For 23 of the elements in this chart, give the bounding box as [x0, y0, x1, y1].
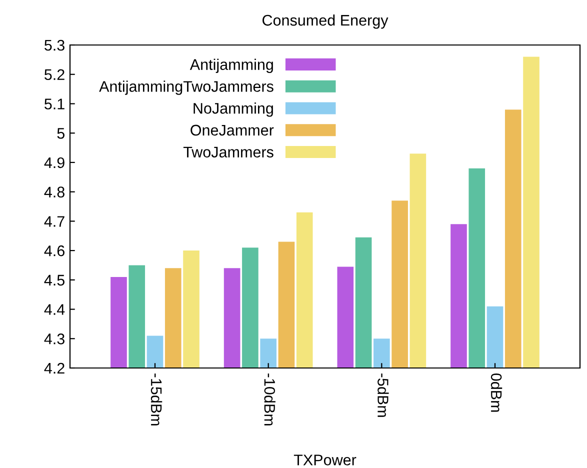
legend-label: Antijamming [190, 58, 273, 73]
y-tick-label: 4.7 [44, 216, 64, 227]
x-tick-label: -10dBm [264, 374, 276, 426]
x-tick-label: -15dBm [150, 374, 162, 426]
y-tick-label: 4.3 [44, 334, 64, 344]
chart-title: Consumed Energy [262, 14, 388, 29]
x-tick-label: -5dBm [378, 374, 389, 417]
y-tick-label: 4.5 [44, 274, 64, 286]
legend-label: NoJamming [194, 102, 273, 117]
y-tick-label: 5.3 [44, 40, 64, 51]
y-tick-label: 4.9 [44, 157, 64, 168]
y-tick-label: 4.2 [44, 362, 64, 374]
y-tick-label: 5.2 [44, 69, 64, 80]
y-tick-label: 4.4 [44, 304, 65, 315]
y-tick-label: 4.6 [44, 245, 64, 256]
y-tick-label: 5.1 [44, 98, 64, 110]
legend-label: AntijammingTwoJammers [99, 80, 274, 95]
legend-label: OneJammer [190, 124, 274, 136]
y-tick-label: 5 [57, 128, 64, 139]
legend-label: TwoJammers [183, 146, 274, 158]
x-axis-title: TXPower [294, 454, 356, 466]
y-tick-label: 4.8 [44, 186, 64, 198]
x-tick-label: 0dBm [490, 373, 502, 412]
